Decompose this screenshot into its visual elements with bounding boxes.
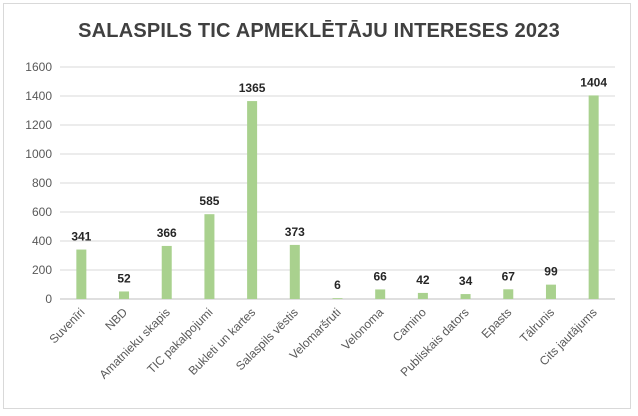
- data-label: 6: [334, 278, 341, 292]
- data-label: 341: [71, 230, 91, 244]
- bar: [545, 284, 556, 299]
- data-label: 34: [459, 274, 473, 288]
- data-label: 1365: [239, 81, 266, 95]
- y-tick-label: 600: [32, 205, 52, 219]
- data-label: 42: [416, 273, 430, 287]
- category-label: Velonoma: [339, 305, 387, 353]
- data-label: 373: [285, 225, 305, 239]
- data-label: 52: [117, 271, 131, 285]
- y-tick-label: 400: [32, 234, 52, 248]
- y-tick-label: 800: [32, 176, 52, 190]
- bar: [289, 244, 300, 299]
- chart-area: [3, 3, 631, 409]
- bar: [332, 298, 343, 299]
- data-label: 99: [544, 265, 558, 279]
- y-tick-label: 1600: [25, 60, 52, 74]
- bar: [417, 292, 428, 299]
- bar: [460, 294, 471, 299]
- category-label: Epasts: [479, 305, 515, 341]
- bar: [247, 101, 258, 299]
- bar: [204, 214, 215, 299]
- bar: [375, 289, 386, 299]
- bar: [588, 95, 599, 299]
- bar: [119, 291, 130, 299]
- data-label: 67: [502, 269, 516, 283]
- category-label: Suvenīri: [46, 305, 87, 346]
- bar: [161, 245, 172, 299]
- data-label: 66: [374, 269, 388, 283]
- y-tick-label: 1400: [25, 89, 52, 103]
- category-label: Tālrunis: [517, 305, 557, 345]
- y-tick-label: 1000: [25, 147, 52, 161]
- y-tick-label: 0: [45, 292, 52, 306]
- category-label: Camino: [390, 305, 429, 344]
- data-label: 366: [157, 226, 177, 240]
- chart-title: SALASPILS TIC APMEKLĒTĀJU INTERESES 2023: [78, 20, 560, 42]
- y-tick-label: 1200: [25, 118, 52, 132]
- y-tick-label: 200: [32, 263, 52, 277]
- data-label: 585: [199, 194, 219, 208]
- bar: [76, 249, 87, 299]
- category-label: NBD: [102, 305, 130, 333]
- bar: [503, 289, 514, 299]
- data-label: 1404: [580, 75, 607, 89]
